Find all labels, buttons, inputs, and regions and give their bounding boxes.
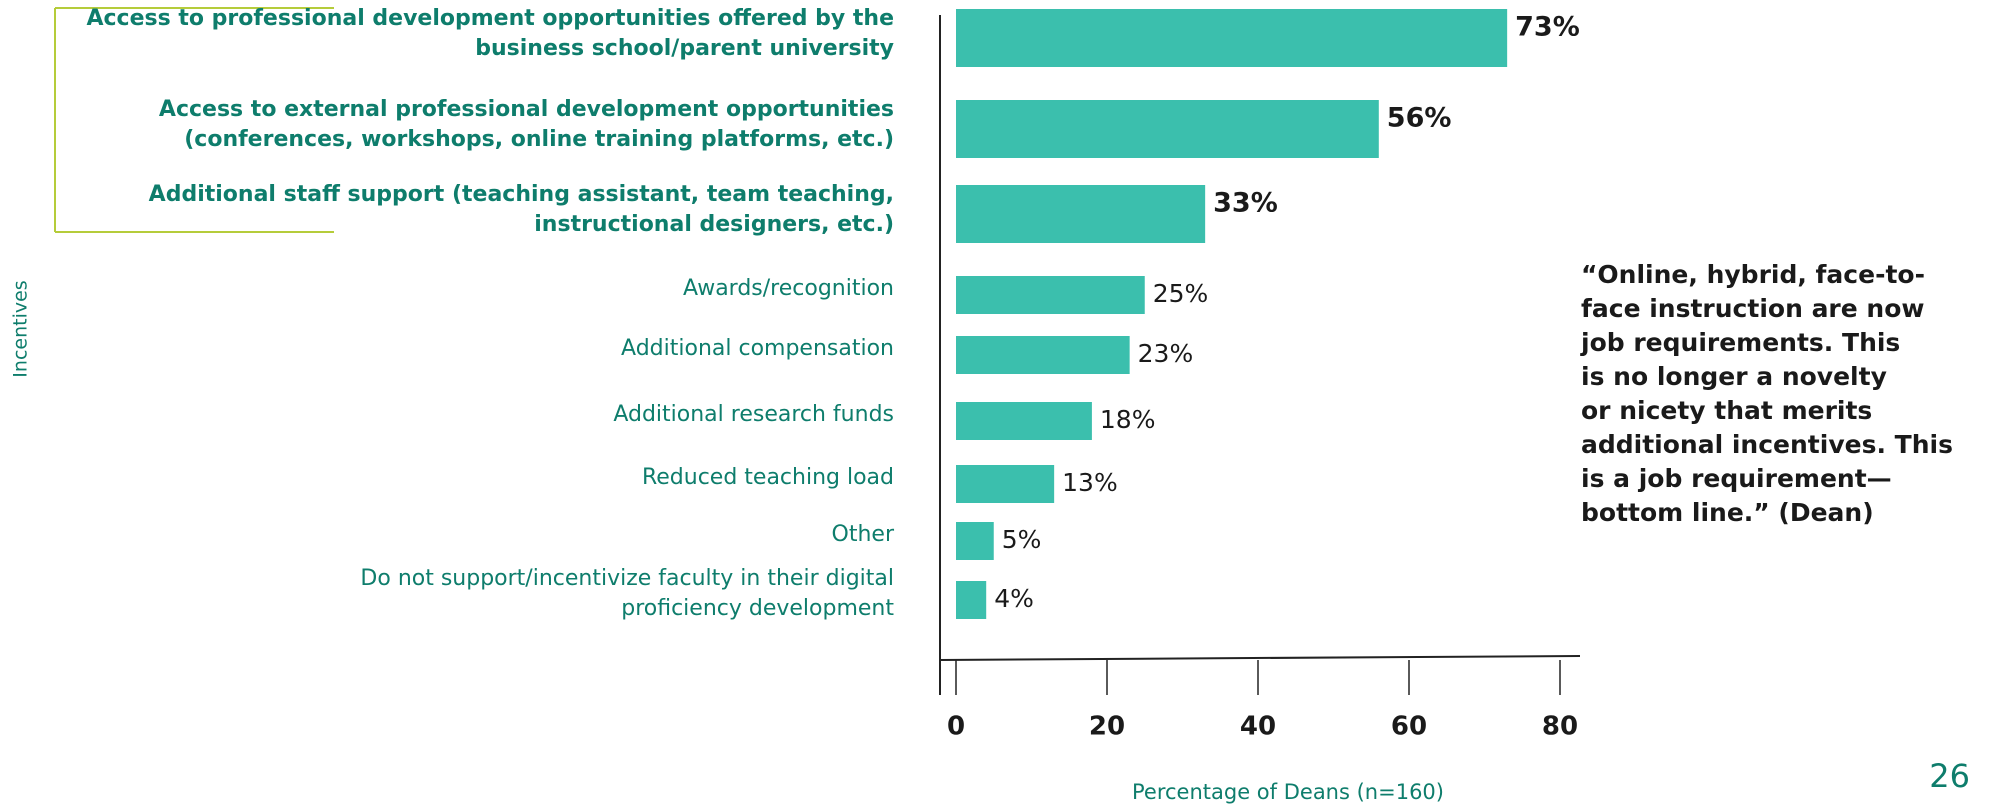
value-label: 56%: [1387, 103, 1452, 134]
x-tick-label: 0: [947, 712, 965, 742]
value-label: 33%: [1213, 188, 1278, 219]
value-label: 4%: [994, 584, 1034, 613]
category-label: Access to professional development oppor…: [86, 6, 894, 61]
bar: [956, 581, 987, 619]
x-axis-label: Percentage of Deans (n=160): [1132, 780, 1444, 804]
category-label: Awards/recognition: [683, 276, 894, 301]
value-label: 18%: [1100, 405, 1156, 434]
x-tick-label: 20: [1089, 712, 1125, 742]
quote: “Online, hybrid, face-to- face instructi…: [1581, 260, 1953, 527]
bar: [956, 402, 1092, 440]
bar: [956, 185, 1206, 243]
value-label: 73%: [1515, 12, 1580, 43]
category-label: Access to external professional developm…: [158, 97, 894, 152]
bar: [956, 9, 1508, 67]
category-label: Other: [831, 522, 894, 547]
category-label: Additional compensation: [621, 336, 894, 361]
category-label: Do not support/incentivize faculty in th…: [360, 566, 894, 621]
category-label: Additional staff support (teaching assis…: [148, 182, 894, 237]
x-tick-label: 40: [1240, 712, 1276, 742]
bar: [956, 276, 1145, 314]
value-label: 23%: [1138, 339, 1194, 368]
bar: [956, 465, 1055, 503]
bar: [956, 336, 1130, 374]
value-label: 5%: [1002, 525, 1042, 554]
x-tick-label: 60: [1391, 712, 1427, 742]
page-number: 26: [1929, 757, 1970, 795]
category-label: Additional research funds: [613, 402, 894, 427]
x-tick-label: 80: [1542, 712, 1578, 742]
category-label: Reduced teaching load: [641, 465, 894, 490]
bar: [956, 522, 994, 560]
value-label: 13%: [1062, 468, 1118, 497]
value-label: 25%: [1153, 279, 1209, 308]
x-axis: [939, 655, 1581, 661]
y-axis-label: Incentives: [10, 280, 32, 377]
bar: [956, 100, 1379, 158]
